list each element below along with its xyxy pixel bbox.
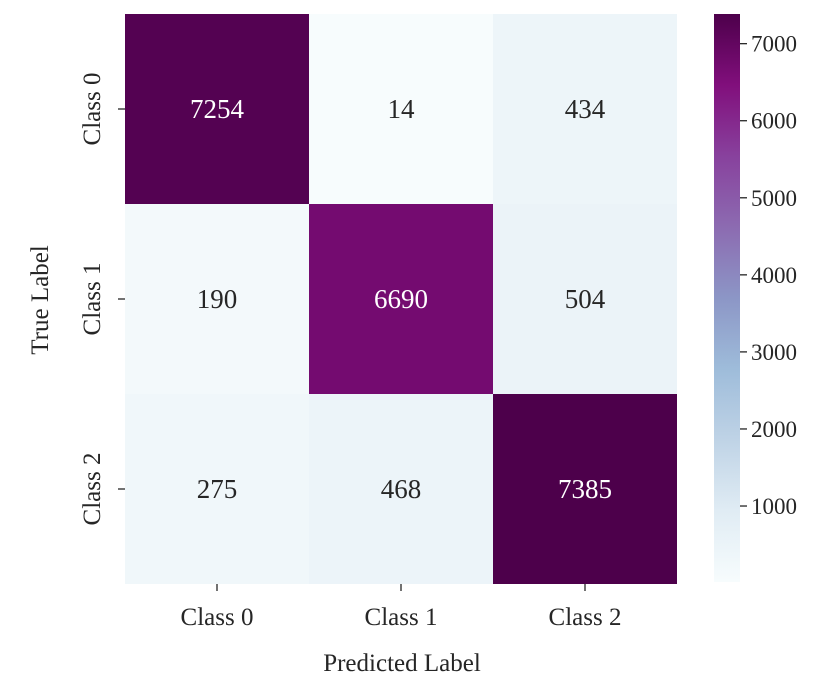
colorbar-tick-label: 7000 bbox=[751, 32, 797, 57]
colorbar-tick-label: 1000 bbox=[751, 494, 797, 519]
y-tick-label: Class 2 bbox=[79, 453, 106, 526]
x-tick-label: Class 2 bbox=[549, 604, 622, 631]
cell-value-label: 6690 bbox=[374, 284, 428, 314]
colorbar-tick-label: 2000 bbox=[751, 417, 797, 442]
y-tick-label: Class 0 bbox=[79, 73, 106, 146]
colorbar-tick-label: 5000 bbox=[751, 186, 797, 211]
colorbar-ticks: 1000 2000 3000 4000 5000 6000 7000 bbox=[740, 32, 797, 519]
cell-value-label: 504 bbox=[565, 284, 606, 314]
heatmap-cell bbox=[493, 14, 677, 204]
y-tick-label: Class 1 bbox=[79, 263, 106, 336]
x-axis-title: Predicted Label bbox=[323, 650, 481, 677]
x-tick-label: Class 0 bbox=[181, 604, 254, 631]
heatmap-cell bbox=[125, 204, 309, 394]
cell-value-label: 275 bbox=[197, 474, 238, 504]
y-axis: Class 0 Class 1 Class 2 bbox=[79, 73, 125, 526]
colorbar-tick-label: 3000 bbox=[751, 340, 797, 365]
heatmap-cell bbox=[309, 14, 493, 204]
x-tick-label: Class 1 bbox=[365, 604, 438, 631]
cell-value-label: 14 bbox=[388, 94, 416, 124]
heatmap-cell bbox=[493, 204, 677, 394]
heatmap-cell bbox=[493, 394, 677, 584]
cell-value-label: 434 bbox=[565, 94, 606, 124]
cell-value-label: 468 bbox=[381, 474, 422, 504]
x-axis: Class 0 Class 1 Class 2 bbox=[181, 584, 622, 631]
heatmap-cell bbox=[125, 14, 309, 204]
colorbar-tick-label: 6000 bbox=[751, 109, 797, 134]
heatmap-cell bbox=[309, 394, 493, 584]
y-axis-title: True Label bbox=[27, 245, 54, 355]
cell-value-label: 190 bbox=[197, 284, 238, 314]
colorbar bbox=[714, 14, 740, 582]
cell-value-label: 7254 bbox=[190, 94, 245, 124]
heatmap-cell bbox=[309, 204, 493, 394]
heatmap-cell-labels: 7254 14 434 190 6690 504 275 468 7385 bbox=[190, 94, 612, 504]
heatmap-cell bbox=[125, 394, 309, 584]
colorbar-tick-label: 4000 bbox=[751, 263, 797, 288]
heatmap-cells bbox=[125, 14, 677, 584]
cell-value-label: 7385 bbox=[558, 474, 612, 504]
